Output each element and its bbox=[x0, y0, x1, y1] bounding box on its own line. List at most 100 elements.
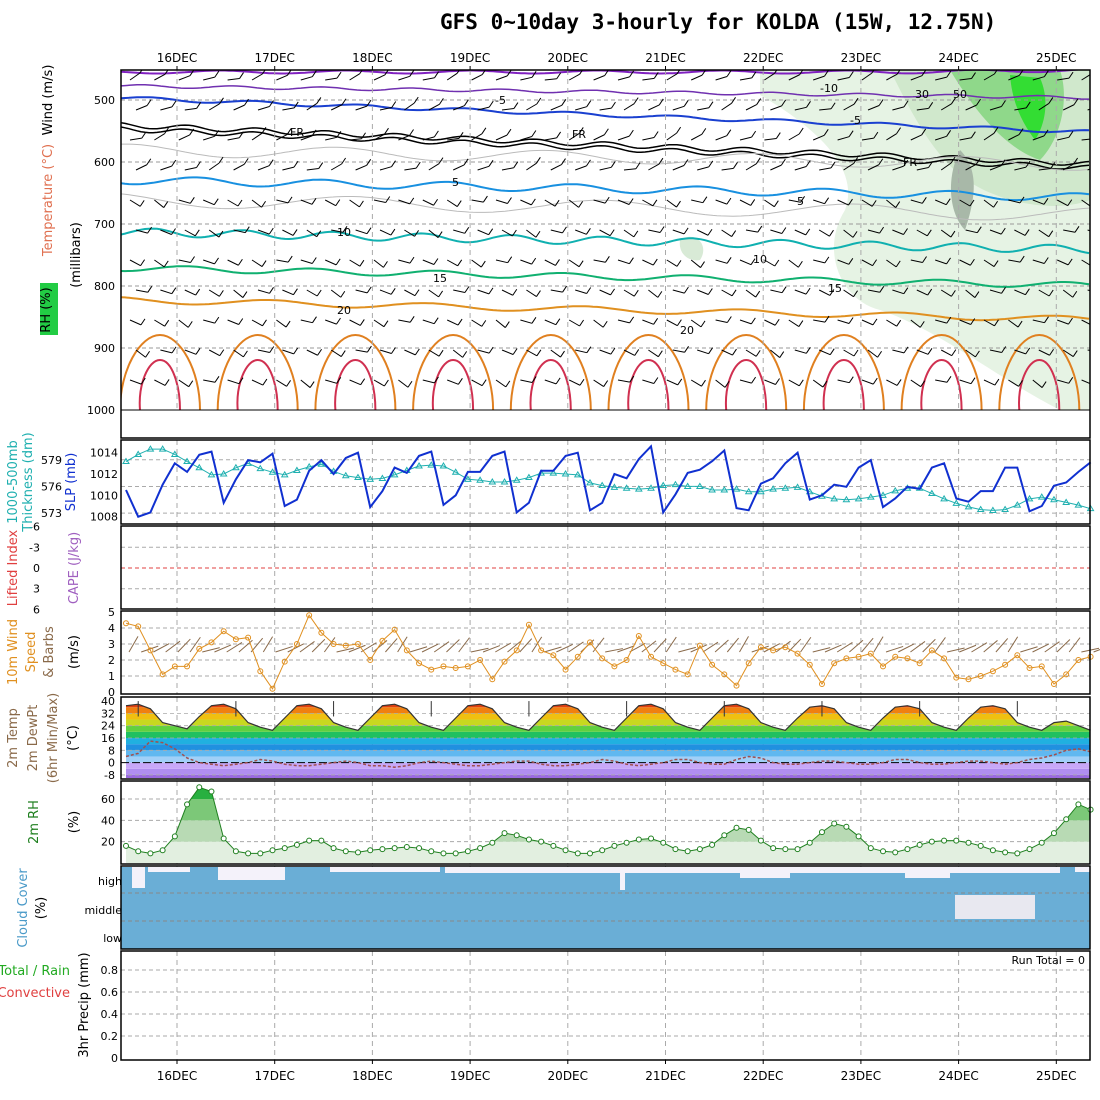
wind-barb-feather bbox=[269, 100, 274, 107]
thickness-point bbox=[1037, 493, 1046, 500]
contour-25-loop bbox=[998, 333, 1081, 410]
wind10-point bbox=[574, 653, 581, 660]
li-tick: 0 bbox=[33, 562, 40, 575]
wind10-tick: 2 bbox=[108, 654, 115, 667]
thickness-point bbox=[439, 462, 448, 469]
wind-barb-feather bbox=[976, 98, 981, 106]
wind-barb-feather bbox=[950, 230, 956, 238]
wind-barb bbox=[276, 74, 288, 81]
wind-barb-feather bbox=[779, 351, 785, 358]
wind-barb-feather bbox=[775, 132, 781, 139]
wind-barb bbox=[666, 379, 678, 386]
rh-point bbox=[574, 850, 581, 857]
wind-barb-feather bbox=[507, 256, 513, 263]
wind-barb bbox=[666, 73, 678, 81]
wind-barb bbox=[1038, 349, 1050, 356]
wind-barb-feather bbox=[903, 228, 908, 235]
thickness-point bbox=[757, 487, 765, 495]
thickness-point bbox=[463, 475, 472, 482]
wind-barb bbox=[526, 289, 537, 297]
wind-barb-feather bbox=[701, 128, 707, 135]
ylabel-thickness-2: Thickness (dm) bbox=[21, 432, 36, 532]
wind-barb-feather bbox=[341, 98, 347, 106]
wind10-barb bbox=[262, 636, 274, 653]
wind-barb bbox=[257, 229, 270, 235]
wind-barb bbox=[770, 349, 781, 358]
wind-barb-feather bbox=[195, 288, 201, 296]
wind-barb-feather bbox=[824, 256, 830, 264]
wind-barb bbox=[129, 379, 142, 385]
wind-barb-feather bbox=[701, 379, 706, 387]
pressure-tick: 600 bbox=[94, 156, 115, 169]
wind-barb bbox=[373, 319, 385, 328]
rh-tick: 40 bbox=[101, 814, 115, 827]
wind-barb-feather bbox=[853, 157, 859, 164]
wind-barb-feather bbox=[1068, 131, 1074, 138]
wind-barb bbox=[227, 379, 240, 385]
wind10-point bbox=[623, 657, 630, 663]
temp-panel-frame bbox=[120, 696, 1091, 780]
rh-point bbox=[831, 820, 838, 827]
wind-barb-feather bbox=[1001, 346, 1007, 353]
wind-barb bbox=[642, 259, 654, 266]
wind-barb-feather bbox=[384, 127, 389, 135]
wind-barb bbox=[373, 199, 386, 203]
wind-barb bbox=[794, 349, 807, 354]
rh-point bbox=[306, 837, 313, 844]
date-label-bottom: 18DEC bbox=[352, 1069, 392, 1083]
wind-barb bbox=[398, 319, 411, 323]
wind10-point bbox=[550, 652, 557, 659]
wind10-point bbox=[892, 653, 899, 660]
wind-barb-feather bbox=[677, 378, 683, 386]
wind-barb-feather bbox=[895, 201, 901, 208]
wind-barb-feather bbox=[848, 258, 854, 265]
wind-barb bbox=[550, 104, 563, 111]
wind-barb bbox=[135, 164, 148, 171]
wind-barb bbox=[160, 289, 172, 295]
wind-barb bbox=[1062, 289, 1074, 298]
wind10-barb bbox=[348, 644, 366, 653]
wind-barb bbox=[495, 199, 508, 204]
ylabel-millibars: (millibars) bbox=[69, 222, 84, 288]
wind-barb bbox=[867, 105, 880, 111]
wind-barb-feather bbox=[462, 351, 468, 358]
wind-barb bbox=[764, 73, 775, 81]
wind-barb bbox=[672, 289, 685, 294]
wind-barb-feather bbox=[896, 127, 901, 134]
wind-barb bbox=[355, 164, 367, 171]
wind-barb-feather bbox=[505, 380, 511, 388]
wind-barb-feather bbox=[780, 158, 786, 166]
wind-barb bbox=[739, 136, 752, 141]
wind-barb bbox=[959, 259, 971, 266]
contour-30-loop bbox=[822, 358, 865, 410]
wind-barb bbox=[813, 319, 826, 323]
wind-barb bbox=[965, 104, 977, 111]
wind-barb bbox=[178, 379, 190, 388]
wind-barb-feather bbox=[237, 199, 243, 207]
wind-barb-feather bbox=[140, 377, 146, 385]
slp-tick: 1014 bbox=[90, 447, 118, 460]
rh-point bbox=[843, 823, 850, 830]
wind-barb-feather bbox=[896, 379, 902, 386]
wind-barb bbox=[788, 379, 800, 387]
wind-barb bbox=[1081, 379, 1090, 385]
wind10-point bbox=[342, 642, 349, 649]
rh-point bbox=[770, 845, 777, 852]
wind-barb bbox=[623, 349, 635, 356]
wind10-point bbox=[257, 668, 264, 675]
wind-barb-feather bbox=[848, 376, 854, 383]
thickness-point bbox=[1025, 494, 1034, 502]
rh-point bbox=[208, 788, 215, 795]
wind-barb-feather bbox=[562, 285, 568, 293]
wind-barb-feather bbox=[805, 228, 811, 236]
wind-barb bbox=[593, 75, 605, 81]
contour-25-loop bbox=[216, 333, 299, 410]
wind-barb bbox=[550, 164, 562, 171]
wind-barb-feather bbox=[269, 287, 274, 294]
rh-point bbox=[623, 839, 630, 846]
thickness-point bbox=[134, 450, 143, 457]
ylabel-wind10-1: 10m Wind bbox=[6, 619, 21, 685]
wind-barb bbox=[1038, 168, 1051, 171]
wind-barb bbox=[300, 379, 311, 388]
wind-barb-feather bbox=[824, 197, 830, 204]
